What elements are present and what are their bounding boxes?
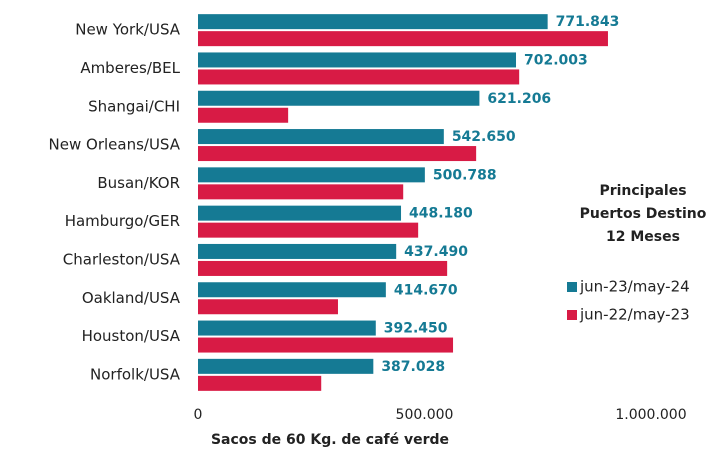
- bar: [198, 129, 444, 145]
- x-tick-label: 0: [194, 407, 203, 423]
- bar: [198, 90, 480, 106]
- legend-swatch: [567, 310, 577, 320]
- y-tick-label: Houston/USA: [82, 327, 181, 345]
- legend-swatch: [567, 282, 577, 292]
- bar: [198, 320, 376, 336]
- legend-title: Puertos Destino: [580, 206, 707, 222]
- bar: [198, 52, 517, 68]
- bar: [198, 337, 454, 353]
- bar: [198, 222, 419, 238]
- y-tick-label: New York/USA: [75, 21, 181, 39]
- bar: [198, 260, 448, 276]
- y-tick-label: Busan/KOR: [97, 174, 180, 192]
- value-label: 500.788: [433, 167, 497, 183]
- legend-label: jun-22/may-23: [579, 306, 690, 324]
- bar: [198, 184, 404, 200]
- value-label: 437.490: [404, 244, 468, 260]
- bar: [198, 205, 402, 221]
- legend-title: Principales: [599, 183, 686, 199]
- bar: [198, 282, 386, 298]
- legend-title: 12 Meses: [606, 229, 680, 245]
- x-axis-label: Sacos de 60 Kg. de café verde: [211, 432, 449, 448]
- bar: [198, 299, 338, 315]
- value-label: 542.650: [452, 129, 516, 145]
- y-tick-label: Norfolk/USA: [90, 365, 181, 383]
- bar: [198, 69, 520, 85]
- bar: [198, 146, 477, 162]
- bar: [198, 14, 548, 30]
- bar: [198, 31, 608, 47]
- value-label: 392.450: [384, 321, 448, 337]
- value-label: 387.028: [381, 359, 445, 375]
- bar: [198, 107, 289, 123]
- y-tick-label: Amberes/BEL: [80, 59, 180, 77]
- value-label: 621.206: [487, 91, 551, 107]
- value-label: 448.180: [409, 206, 473, 222]
- x-tick-label: 500.000: [396, 407, 454, 423]
- legend-label: jun-23/may-24: [579, 278, 690, 296]
- bar: [198, 375, 322, 391]
- bar: [198, 358, 374, 374]
- y-tick-label: New Orleans/USA: [49, 136, 181, 154]
- bar: [198, 167, 425, 183]
- y-tick-label: Hamburgo/GER: [65, 212, 180, 230]
- value-label: 702.003: [524, 52, 588, 68]
- y-tick-label: Oakland/USA: [82, 289, 181, 307]
- y-tick-label: Shangai/CHI: [88, 97, 180, 115]
- value-label: 771.843: [556, 14, 620, 30]
- y-tick-label: Charleston/USA: [63, 250, 181, 268]
- x-tick-label: 1.000.000: [615, 407, 686, 423]
- bar: [198, 243, 397, 259]
- value-label: 414.670: [394, 282, 458, 298]
